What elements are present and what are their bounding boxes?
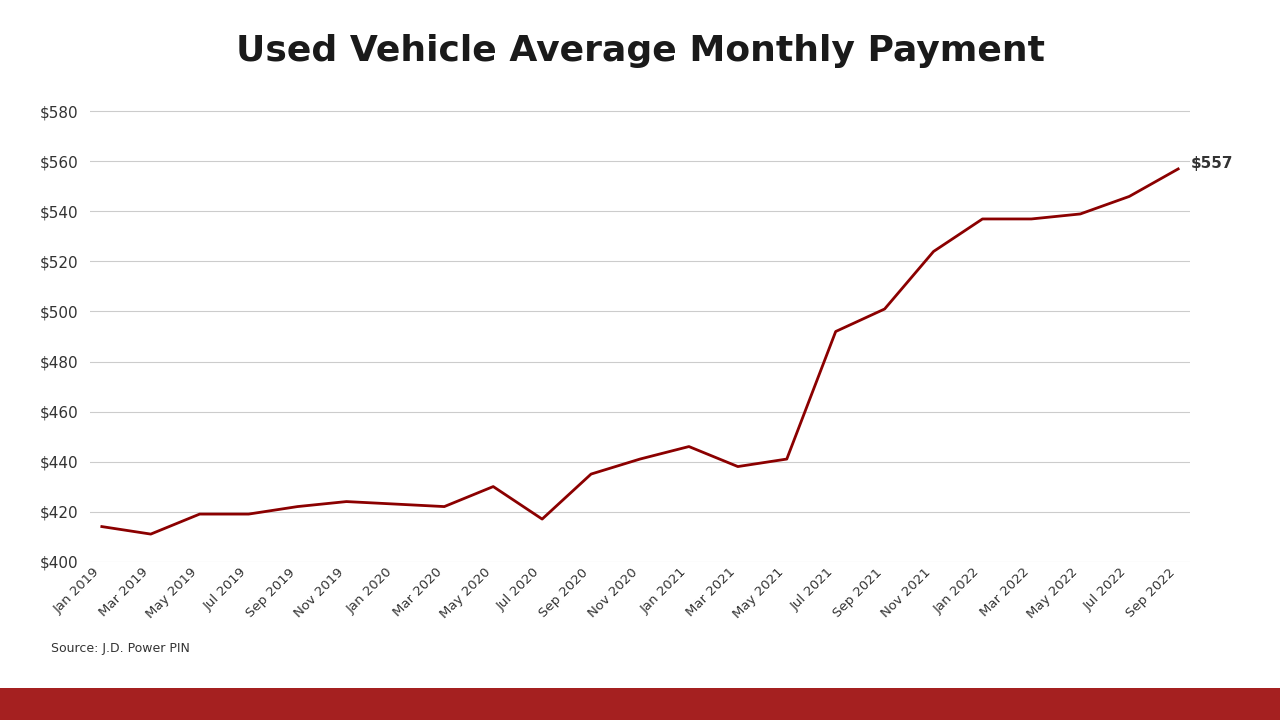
Text: $557: $557	[1190, 156, 1233, 171]
Title: Used Vehicle Average Monthly Payment: Used Vehicle Average Monthly Payment	[236, 35, 1044, 68]
Text: Source: J.D. Power PIN: Source: J.D. Power PIN	[51, 642, 189, 655]
